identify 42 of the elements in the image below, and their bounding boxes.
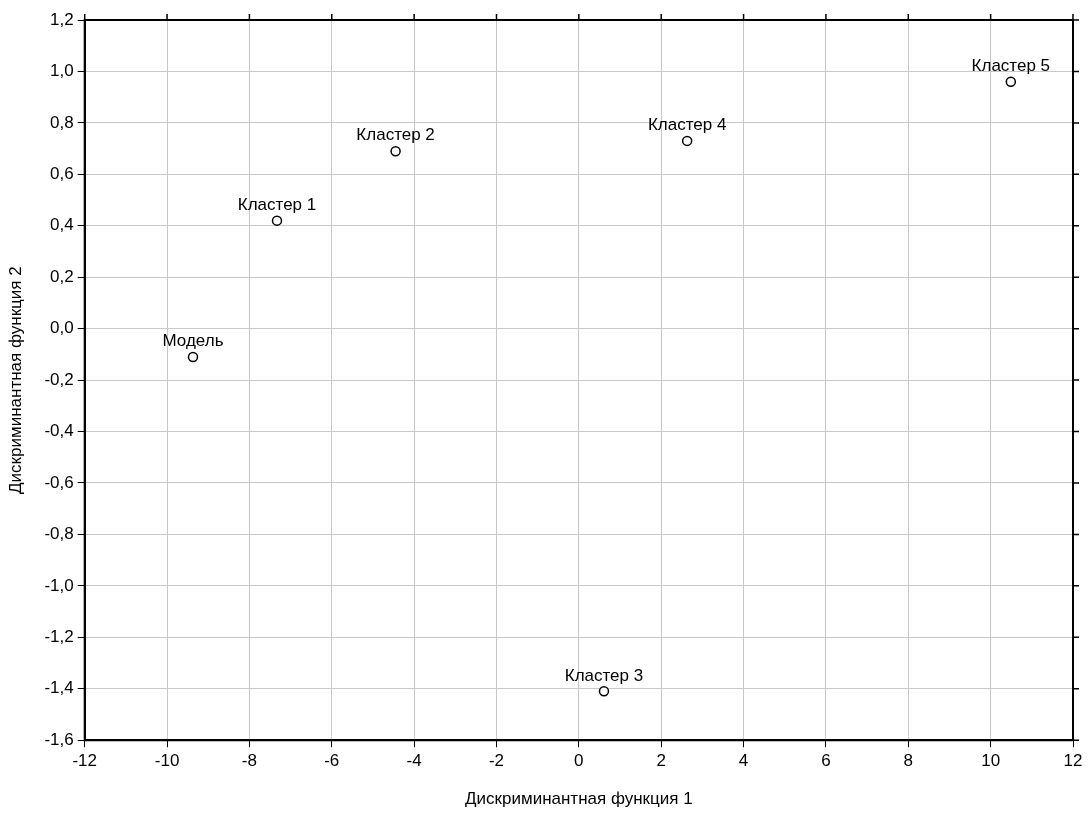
y-tick-label: -0,8: [44, 524, 74, 544]
y-axis-title: Дискриминантная функция 2: [5, 266, 25, 494]
x-tick-label: 10: [981, 751, 1001, 771]
y-tick-label: 0,2: [50, 266, 74, 286]
y-tick-label: 1,0: [50, 61, 74, 81]
y-tick-label: 0,8: [50, 112, 74, 132]
x-tick-label: 6: [821, 751, 831, 771]
y-tick-label: 0,0: [50, 318, 74, 338]
y-tick-label: 0,4: [50, 215, 74, 235]
y-tick-label: -1,6: [44, 729, 74, 749]
annotation: Кластер 1: [237, 194, 317, 214]
y-tick-label: 1,2: [50, 9, 74, 29]
point: [187, 351, 199, 363]
x-tick-label: -12: [72, 751, 97, 771]
annotation: Кластер 5: [971, 55, 1051, 75]
x-tick-label: 4: [738, 751, 749, 771]
annotation: Кластер 2: [356, 125, 435, 145]
point: [1005, 76, 1017, 87]
x-tick-label: -8: [241, 751, 257, 771]
y-tick-label: -1,0: [44, 575, 74, 595]
x-tick-label: 2: [656, 751, 666, 771]
x-tick-label: 8: [903, 751, 914, 771]
annotation: Модель: [162, 331, 224, 351]
y-tick-label: -1,4: [44, 678, 74, 698]
y-tick-label: 0,6: [50, 164, 74, 184]
annotation: Кластер 4: [647, 115, 727, 135]
x-tick-label: 0: [574, 751, 584, 771]
point: [598, 686, 610, 697]
point: [271, 215, 283, 226]
point: [681, 135, 693, 147]
point: [390, 145, 401, 157]
y-tick-label: -0,2: [44, 369, 74, 389]
x-tick-label: -4: [406, 751, 422, 771]
y-tick-label: -0,4: [44, 421, 74, 441]
y-tick-label: -0,6: [44, 472, 74, 492]
x-axis-title: Дискриминантная функция 1: [465, 789, 693, 809]
x-tick-label: -10: [154, 751, 180, 771]
annotation: Кластер 3: [564, 665, 644, 685]
y-tick-label: -1,2: [44, 627, 74, 646]
x-tick-label: -2: [488, 751, 505, 771]
x-tick-label: 12: [1063, 751, 1083, 771]
x-tick-label: -6: [324, 751, 340, 771]
